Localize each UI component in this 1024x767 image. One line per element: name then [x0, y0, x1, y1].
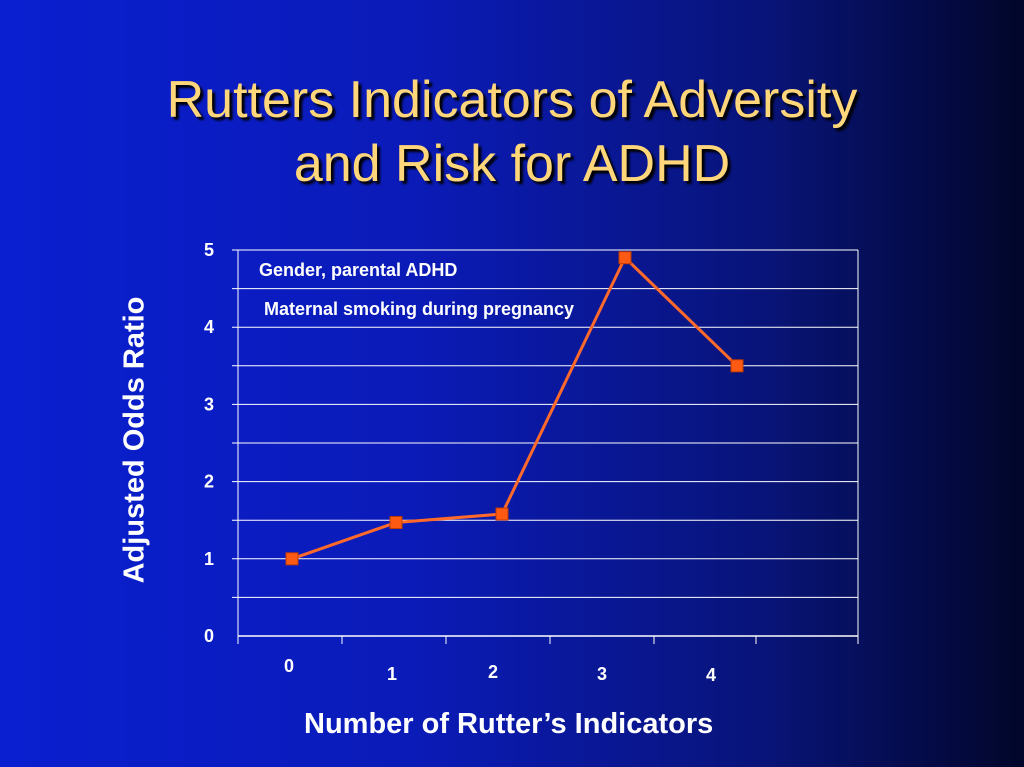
- y-tick-label: 4: [204, 317, 214, 337]
- y-tick-label: 2: [204, 472, 214, 492]
- data-point: [730, 359, 744, 373]
- y-tick-label: 0: [204, 626, 214, 646]
- y-tick-label: 3: [204, 394, 214, 414]
- x-axis-label: Number of Rutter’s Indicators: [304, 708, 714, 740]
- x-tick-label: 2: [488, 662, 498, 682]
- data-point: [389, 516, 403, 530]
- chart-annotation: Gender, parental ADHD: [259, 260, 457, 280]
- title-line-2: and Risk for ADHD: [293, 135, 731, 193]
- data-point: [618, 251, 632, 265]
- title-line-1: Rutters Indicators of Adversity: [166, 71, 858, 129]
- chart-annotation: Maternal smoking during pregnancy: [264, 299, 574, 319]
- x-tick-label: 3: [597, 664, 607, 684]
- data-point: [285, 552, 299, 566]
- y-tick-label: 1: [204, 549, 214, 569]
- x-tick-label: 0: [284, 656, 294, 676]
- slide-title: Rutters Indicators of Adversity and Risk…: [0, 68, 1024, 196]
- x-tick-label: 1: [387, 664, 397, 684]
- data-point: [495, 507, 509, 521]
- y-tick-label: 5: [204, 240, 214, 260]
- x-tick-label: 4: [706, 665, 716, 685]
